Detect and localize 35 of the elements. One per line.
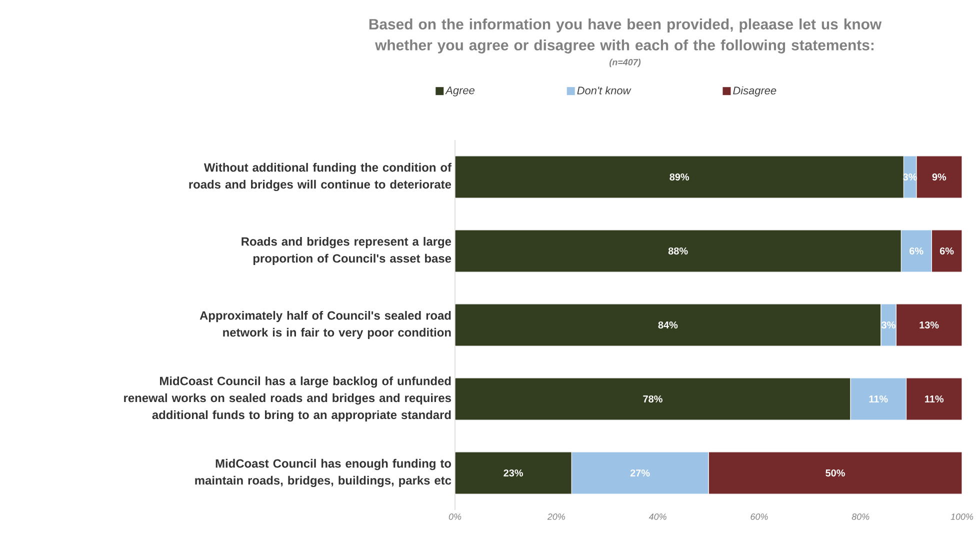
data-label: 23% [504,469,524,477]
data-label: 88% [668,247,688,255]
bar [455,452,572,494]
y-tick-label: Roads and bridges represent a large proportion of Council's asset base [242,236,452,266]
chart-subtitle: (n=407) [610,58,641,68]
bar [455,378,851,420]
x-tick-label: 0% [448,514,462,520]
data-label: 6% [940,247,954,255]
legend-label: Agree [445,86,474,96]
data-label: 84% [658,321,678,329]
y-tick-label: Without additional funding the condition of roads and bridges will continue to deteriorate [189,162,452,192]
data-label: 13% [920,321,939,329]
x-tick-label: 40% [648,514,666,520]
data-label: 3% [882,321,896,329]
data-label: 78% [643,395,662,403]
legend-label: Don't know [577,86,632,94]
data-label: 50% [826,469,845,477]
y-tick-label: MidCoast Council has a large backlog of unfunded renewal works on sealed roads and bridges and requires additional funds to bring to an appropriate standard [124,376,451,422]
data-label: 27% [630,469,650,476]
x-tick-label: 60% [750,514,768,520]
data-label: 89% [670,173,690,181]
y-tick-label: MidCoast Council has enough funding to maintain roads, bridges, buildings, parks etc [195,458,452,488]
data-label: 11% [925,395,944,402]
chart-title: Based on the information you have been provided, pleaase let us know whether you agree or disagree with each of the following statements: [369,18,882,54]
bar [455,230,902,272]
legend-label: Disagree [733,86,776,97]
bar [455,156,904,198]
x-tick-label: 100% [950,514,974,520]
bar [455,304,882,346]
data-label: 11% [869,395,888,402]
x-tick-label: 80% [852,514,870,520]
data-label: 9% [932,173,946,181]
data-label: 6% [910,247,924,255]
y-tick-label: Approximately half of Council's sealed road network is in fair to very poor condition [200,310,451,340]
x-tick-label: 20% [547,514,565,520]
